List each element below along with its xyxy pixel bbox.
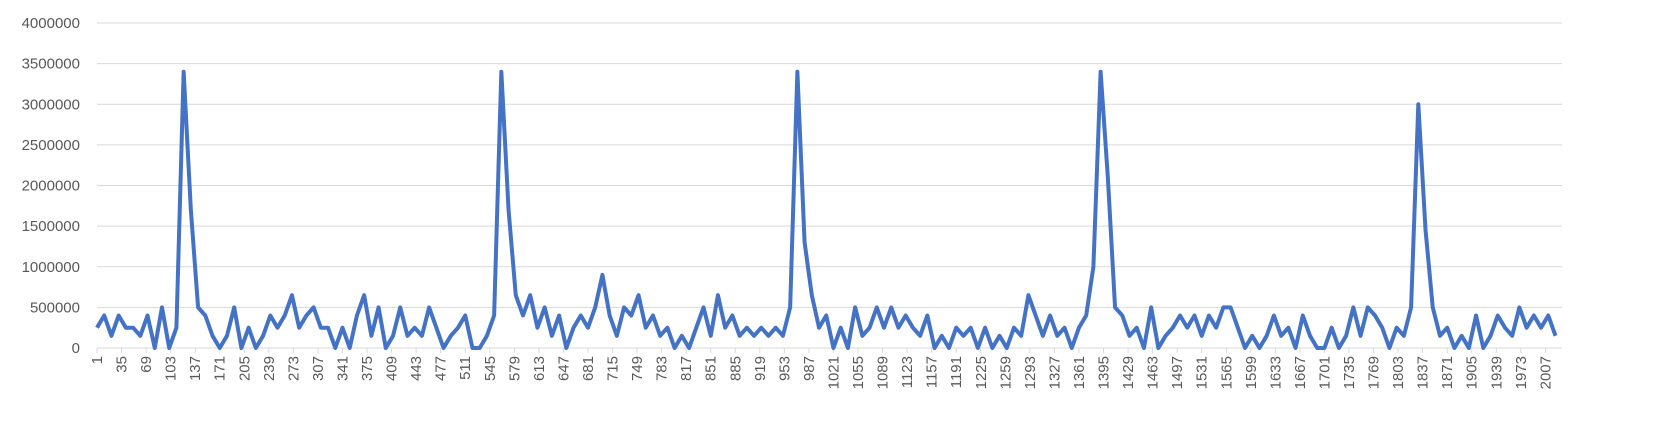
x-tick-label: 1 — [89, 356, 106, 364]
x-tick-label: 1599 — [1243, 356, 1260, 389]
x-tick-label: 375 — [359, 356, 376, 381]
x-tick-label: 1769 — [1366, 356, 1383, 389]
x-tick-label: 273 — [285, 356, 302, 381]
x-tick-label: 749 — [629, 356, 646, 381]
x-tick-label: 1973 — [1513, 356, 1530, 389]
x-tick-label: 103 — [163, 356, 180, 381]
x-tick-label: 783 — [654, 356, 671, 381]
x-tick-label: 1293 — [1022, 356, 1039, 389]
x-tick-label: 715 — [605, 356, 622, 381]
y-tick-label: 500000 — [30, 299, 80, 316]
x-tick-label: 171 — [212, 356, 229, 381]
x-tick-label: 987 — [801, 356, 818, 381]
x-tick-label: 647 — [555, 356, 572, 381]
x-tick-label: 205 — [236, 356, 253, 381]
x-tick-label: 1565 — [1218, 356, 1235, 389]
x-tick-label: 1803 — [1390, 356, 1407, 389]
x-tick-label: 1905 — [1464, 356, 1481, 389]
x-tick-label: 851 — [703, 356, 720, 381]
x-tick-label: 1429 — [1120, 356, 1137, 389]
x-tick-label: 885 — [727, 356, 744, 381]
y-tick-label: 1000000 — [22, 259, 80, 276]
y-tick-label: 3500000 — [22, 56, 80, 73]
y-tick-label: 1500000 — [22, 218, 80, 235]
x-tick-label: 1531 — [1194, 356, 1211, 389]
x-tick-label: 1123 — [899, 356, 916, 388]
x-tick-label: 579 — [506, 356, 523, 381]
x-tick-label: 307 — [310, 356, 327, 381]
y-tick-label: 2000000 — [22, 178, 80, 195]
x-tick-label: 1497 — [1169, 356, 1186, 389]
x-tick-label: 1463 — [1145, 356, 1162, 389]
x-tick-label: 409 — [384, 356, 401, 381]
x-tick-label: 477 — [433, 356, 450, 381]
x-tick-label: 1939 — [1488, 356, 1505, 389]
x-tick-label: 1089 — [875, 356, 892, 389]
x-tick-label: 137 — [187, 356, 204, 381]
x-tick-label: 1327 — [1046, 356, 1063, 389]
x-tick-label: 613 — [531, 356, 548, 381]
x-tick-label: 1633 — [1267, 356, 1284, 389]
x-tick-label: 511 — [457, 356, 474, 380]
y-tick-label: 0 — [72, 340, 80, 357]
x-tick-label: 443 — [408, 356, 425, 381]
x-tick-label: 953 — [776, 356, 793, 381]
x-tick-label: 1667 — [1292, 356, 1309, 389]
x-tick-label: 1837 — [1415, 356, 1432, 389]
x-tick-label: 1225 — [973, 356, 990, 389]
x-tick-label: 1259 — [997, 356, 1014, 389]
x-tick-label: 239 — [261, 356, 278, 381]
x-tick-label: 1871 — [1439, 356, 1456, 389]
x-tick-label: 545 — [482, 356, 499, 381]
y-tick-label: 2500000 — [22, 137, 80, 154]
x-tick-label: 681 — [580, 356, 597, 381]
x-tick-label: 69 — [138, 356, 155, 373]
x-tick-label: 1191 — [948, 356, 965, 388]
x-tick-label: 1735 — [1341, 356, 1358, 389]
x-tick-label: 1395 — [1096, 356, 1113, 389]
x-tick-label: 341 — [334, 356, 351, 381]
x-tick-label: 1055 — [850, 356, 867, 389]
y-tick-label: 4000000 — [22, 15, 80, 32]
x-tick-label: 817 — [678, 356, 695, 381]
x-tick-label: 2007 — [1537, 356, 1554, 389]
x-tick-label: 1157 — [924, 356, 941, 388]
x-tick-label: 919 — [752, 356, 769, 381]
x-tick-label: 1021 — [825, 356, 842, 389]
x-tick-label: 1361 — [1071, 356, 1088, 389]
x-tick-label: 35 — [114, 356, 131, 373]
x-tick-label: 1701 — [1316, 356, 1333, 389]
data-line — [95, 69, 1558, 350]
y-tick-label: 3000000 — [22, 96, 80, 113]
